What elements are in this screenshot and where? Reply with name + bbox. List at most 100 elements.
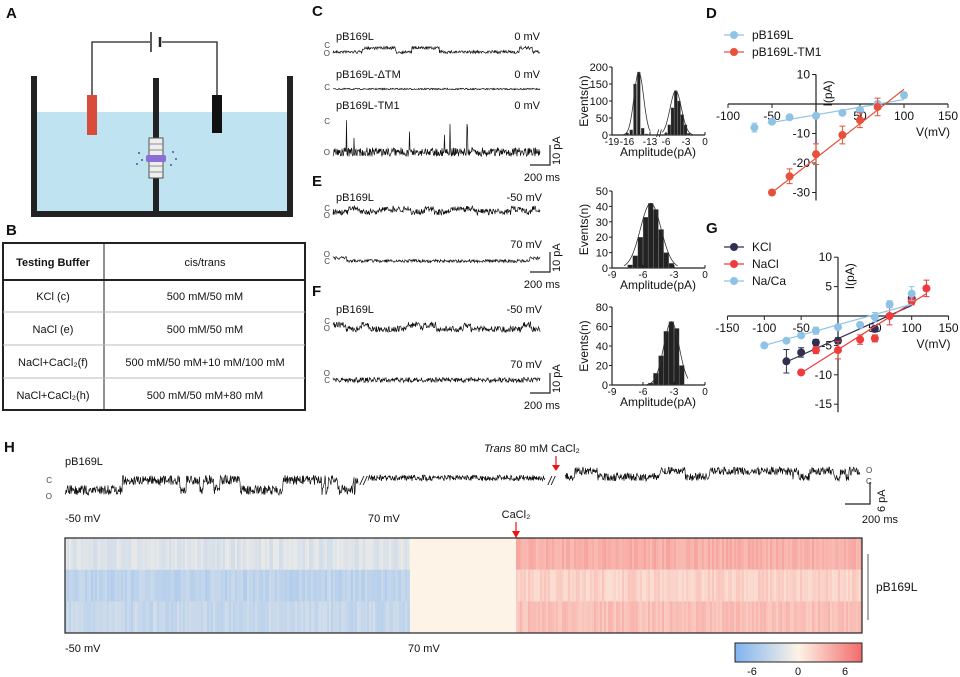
- heatmap-cell: [105, 538, 108, 570]
- heatmap-label: pB169L: [876, 580, 918, 594]
- x-tick-label: 0: [702, 387, 708, 398]
- svg-text:C: C: [324, 117, 330, 126]
- x-tick-label: 0: [702, 270, 708, 281]
- heatmap-cell: [500, 569, 503, 602]
- data-point: [768, 117, 776, 126]
- heatmap-cell: [75, 601, 78, 634]
- heatmap-cell: [301, 601, 304, 634]
- heatmap-cell: [351, 601, 354, 634]
- heatmap-cell: [676, 538, 679, 570]
- heatmap-cell: [73, 538, 76, 570]
- heatmap-cell: [319, 601, 322, 634]
- heatmap-cell: [782, 538, 785, 570]
- heatmap-cell: [780, 601, 783, 634]
- heatmap-cell: [638, 601, 641, 634]
- heatmap-cell: [794, 538, 797, 570]
- heatmap-cell: [744, 538, 747, 570]
- heatmap-cell: [668, 538, 671, 570]
- heatmap-cell: [722, 601, 725, 634]
- heatmap-cell: [680, 601, 683, 634]
- heatmap-cell: [580, 538, 583, 570]
- heatmap-cell: [410, 538, 413, 570]
- heatmap-cell: [191, 538, 194, 570]
- heatmap-cell: [824, 569, 827, 602]
- heatmap-cell: [672, 538, 675, 570]
- data-point: [812, 150, 820, 159]
- heatmap-cell: [582, 569, 585, 602]
- heatmap-cell: [642, 601, 645, 634]
- heatmap-cell: [482, 538, 485, 570]
- heatmap-cell: [115, 538, 118, 570]
- heatmap-cell: [249, 569, 252, 602]
- heatmap-cell: [147, 601, 150, 634]
- heatmap-cell: [159, 569, 162, 602]
- heatmap-cell: [634, 538, 637, 570]
- heatmap-cell: [570, 569, 573, 602]
- heatmap-cell: [800, 601, 803, 634]
- heatmap-cell: [474, 538, 477, 570]
- heatmap-cell: [720, 569, 723, 602]
- heatmap-cell: [778, 569, 781, 602]
- heatmap-cell: [157, 569, 160, 602]
- heatmap-cell: [331, 601, 334, 634]
- heatmap-cell: [572, 601, 575, 634]
- heatmap-cell: [560, 538, 563, 570]
- heatmap-cell: [492, 538, 495, 570]
- ions: [136, 151, 177, 166]
- heatmap-cell: [414, 538, 417, 570]
- heatmap-cell: [466, 538, 469, 570]
- heatmap-cell: [758, 601, 761, 634]
- data-point: [856, 105, 864, 114]
- heatmap-cell: [265, 538, 268, 570]
- heatmap-cell: [584, 601, 587, 634]
- heatmap-cell: [742, 569, 745, 602]
- legend-label: KCl: [752, 240, 771, 254]
- heatmap-cell: [448, 538, 451, 570]
- heatmap-cell: [642, 538, 645, 570]
- heatmap-cell: [590, 601, 593, 634]
- heatmap-cell: [337, 538, 340, 570]
- heatmap-cell: [67, 538, 70, 570]
- heatmap-cell: [355, 601, 358, 634]
- histogram-bar: [653, 209, 659, 269]
- heatmap-cell: [744, 601, 747, 634]
- heatmap-cell: [157, 538, 160, 570]
- heatmap-cell: [89, 569, 92, 602]
- heatmap-cell: [115, 601, 118, 634]
- heatmap-cell: [702, 538, 705, 570]
- heatmap-cell: [79, 538, 82, 570]
- heatmap-cell: [217, 569, 220, 602]
- heatmap-cell: [766, 538, 769, 570]
- heatmap-cell: [375, 538, 378, 570]
- heatmap-cell: [622, 538, 625, 570]
- heatmap-cell: [816, 601, 819, 634]
- heatmap-cell: [401, 569, 404, 602]
- heatmap-cell: [768, 569, 771, 602]
- heatmap-cell: [263, 569, 266, 602]
- heatmap-cell: [856, 569, 859, 602]
- heatmap-cell: [506, 569, 509, 602]
- heatmap-cell: [412, 569, 415, 602]
- heatmap-cell: [784, 601, 787, 634]
- heatmap-cell: [808, 601, 811, 634]
- heatmap-cell: [327, 569, 330, 602]
- heatmap-cell: [147, 569, 150, 602]
- heatmap-cell: [768, 601, 771, 634]
- heatmap-cell: [383, 601, 386, 634]
- heatmap-cell: [826, 569, 829, 602]
- heatmap-cell: [634, 601, 637, 634]
- y-tick-label: 5: [825, 280, 832, 294]
- heatmap-cell: [369, 538, 372, 570]
- heatmap-cell: [251, 538, 254, 570]
- heatmap-cell: [620, 601, 623, 634]
- heatmap-cell: [207, 538, 210, 570]
- heatmap-cell: [512, 569, 515, 602]
- heatmap-cell: [802, 569, 805, 602]
- svg-text:200 ms: 200 ms: [524, 400, 561, 412]
- fit-line: [800, 293, 927, 374]
- chamber-wall: [31, 76, 293, 217]
- heatmap-cell: [450, 538, 453, 570]
- heatmap-cell: [159, 601, 162, 634]
- heatmap-cell: [670, 601, 673, 634]
- heatmap-cell: [490, 569, 493, 602]
